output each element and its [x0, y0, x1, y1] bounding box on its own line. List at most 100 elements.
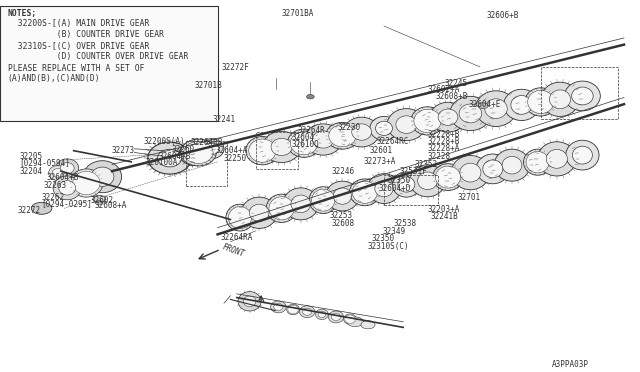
Text: 32241: 32241: [212, 115, 236, 124]
Text: 32701: 32701: [458, 193, 481, 202]
Text: 32246: 32246: [332, 167, 355, 176]
Ellipse shape: [460, 163, 481, 182]
Text: 32264RA: 32264RA: [221, 233, 253, 242]
Ellipse shape: [511, 96, 532, 114]
Text: [0294-0295]: [0294-0295]: [42, 199, 92, 208]
Ellipse shape: [291, 195, 310, 213]
Ellipse shape: [349, 179, 380, 206]
Text: 32604+E: 32604+E: [468, 100, 501, 109]
Ellipse shape: [91, 167, 114, 186]
Ellipse shape: [266, 194, 297, 222]
Ellipse shape: [316, 309, 328, 320]
Text: 32310S-[(C) OVER DRIVE GEAR: 32310S-[(C) OVER DRIVE GEAR: [8, 42, 149, 51]
Ellipse shape: [186, 147, 204, 160]
Text: 32606+B: 32606+B: [486, 11, 519, 20]
Ellipse shape: [392, 172, 420, 197]
Text: 32200S-[(A) MAIN DRIVE GEAR: 32200S-[(A) MAIN DRIVE GEAR: [8, 19, 149, 28]
Ellipse shape: [283, 188, 319, 220]
Ellipse shape: [459, 104, 482, 123]
Ellipse shape: [246, 137, 279, 165]
Ellipse shape: [291, 132, 317, 155]
Ellipse shape: [375, 180, 393, 197]
Ellipse shape: [410, 165, 445, 197]
Ellipse shape: [398, 177, 415, 192]
Ellipse shape: [70, 169, 103, 197]
Ellipse shape: [438, 109, 458, 125]
Ellipse shape: [157, 149, 182, 167]
Circle shape: [307, 94, 314, 99]
Ellipse shape: [352, 181, 378, 203]
Text: (B) COUNTER DRIVE GEAR: (B) COUNTER DRIVE GEAR: [8, 30, 164, 39]
Text: 32538: 32538: [394, 219, 417, 228]
Ellipse shape: [287, 304, 300, 315]
Bar: [186, 141, 227, 186]
Ellipse shape: [433, 164, 463, 190]
Text: 32350: 32350: [387, 176, 410, 185]
Text: 32200S(A): 32200S(A): [144, 137, 186, 146]
Text: 32350: 32350: [371, 234, 394, 243]
Ellipse shape: [450, 96, 491, 131]
Ellipse shape: [476, 154, 509, 184]
Ellipse shape: [52, 169, 63, 177]
Ellipse shape: [483, 160, 503, 178]
Ellipse shape: [494, 149, 530, 181]
Ellipse shape: [300, 306, 315, 318]
Ellipse shape: [179, 142, 211, 166]
Text: 32228+A: 32228+A: [428, 144, 460, 153]
Text: 32604: 32604: [291, 133, 314, 142]
Ellipse shape: [344, 117, 380, 147]
Circle shape: [95, 201, 103, 205]
Ellipse shape: [387, 109, 426, 141]
Text: 32608: 32608: [332, 219, 355, 228]
Text: [0294-0594]: [0294-0594]: [19, 158, 70, 167]
Ellipse shape: [148, 142, 191, 174]
Ellipse shape: [524, 149, 552, 175]
Ellipse shape: [184, 141, 213, 164]
Ellipse shape: [430, 102, 466, 132]
Text: PLEASE REPLACE WITH A SET OF: PLEASE REPLACE WITH A SET OF: [8, 64, 144, 73]
Ellipse shape: [312, 131, 334, 148]
Bar: [541, 67, 618, 119]
Text: 32228: 32228: [428, 152, 451, 161]
Text: 32602+A: 32602+A: [428, 85, 460, 94]
Text: 32203+A: 32203+A: [428, 205, 460, 214]
Bar: [384, 175, 438, 205]
Text: 32264RC: 32264RC: [376, 137, 409, 146]
Ellipse shape: [502, 156, 522, 174]
Text: 32602: 32602: [91, 196, 114, 205]
Ellipse shape: [484, 99, 508, 118]
Ellipse shape: [228, 206, 252, 229]
Ellipse shape: [204, 143, 219, 155]
Ellipse shape: [326, 181, 359, 211]
Ellipse shape: [287, 129, 321, 157]
Text: A3PPA03P: A3PPA03P: [552, 360, 589, 369]
Ellipse shape: [271, 138, 292, 155]
Ellipse shape: [367, 174, 401, 203]
Ellipse shape: [396, 116, 417, 134]
Text: 32273+A: 32273+A: [364, 157, 396, 166]
Ellipse shape: [83, 161, 122, 193]
Text: 32604+A: 32604+A: [216, 146, 248, 155]
Text: 32272F: 32272F: [222, 63, 250, 72]
Circle shape: [478, 103, 488, 109]
Ellipse shape: [59, 181, 76, 195]
Text: 32604+B: 32604+B: [159, 152, 191, 161]
Ellipse shape: [328, 311, 344, 323]
Ellipse shape: [262, 131, 301, 163]
Ellipse shape: [376, 121, 392, 135]
Ellipse shape: [180, 139, 216, 166]
Text: NOTES;: NOTES;: [8, 9, 37, 18]
Text: 32608+B: 32608+B: [435, 92, 468, 101]
Ellipse shape: [572, 146, 593, 164]
Ellipse shape: [304, 124, 342, 155]
Text: 32349: 32349: [383, 227, 406, 236]
Text: 32241B: 32241B: [430, 212, 458, 221]
Ellipse shape: [411, 107, 444, 135]
Text: 32601: 32601: [370, 146, 393, 155]
Text: 32701BA: 32701BA: [282, 9, 314, 17]
Text: 32228+B: 32228+B: [428, 137, 460, 146]
Bar: [256, 132, 298, 169]
Text: 32531F: 32531F: [400, 167, 428, 176]
Ellipse shape: [547, 150, 567, 168]
Text: 32352: 32352: [415, 160, 438, 169]
